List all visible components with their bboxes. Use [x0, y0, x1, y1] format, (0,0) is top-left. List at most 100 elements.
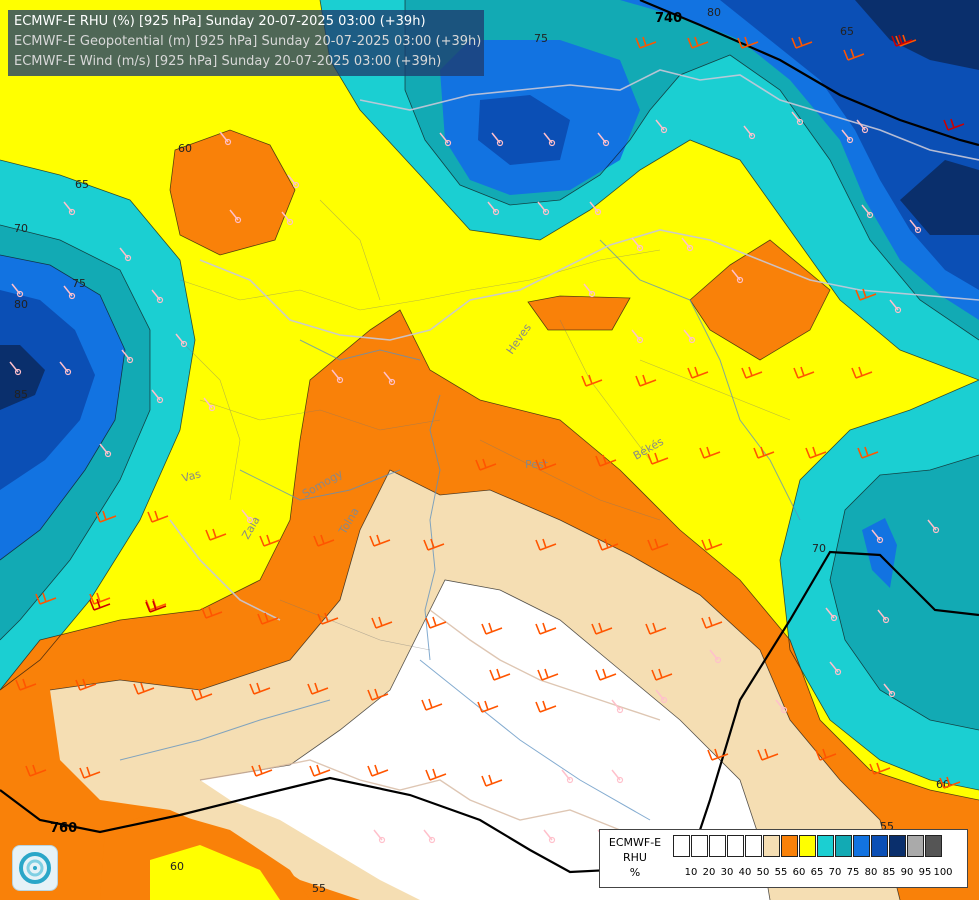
legend-swatch: [835, 835, 852, 857]
wind-barb-station: [14, 368, 22, 376]
wind-barb: [95, 510, 117, 523]
legend-swatch: [799, 835, 816, 857]
wind-barb: [477, 700, 499, 713]
wind-barb-station: [68, 208, 76, 216]
country-borders-south: [199, 609, 681, 841]
wind-barb: [843, 48, 865, 61]
wind-barb: [423, 538, 445, 551]
wind-barb-station: [286, 218, 294, 226]
wind-barb-station: [894, 306, 902, 314]
rhu-contour-label: 70: [812, 542, 826, 555]
legend-label: 55: [774, 867, 788, 878]
wind-barb-station: [882, 616, 890, 624]
wind-barb-station: [548, 139, 556, 147]
rhu-contour-label: 80: [707, 6, 721, 19]
legend-swatch: [763, 835, 780, 857]
wind-barb-station: [224, 138, 232, 146]
wind-barb: [635, 36, 657, 49]
country-borders: [169, 69, 979, 621]
rhu-contour-label: 55: [312, 882, 326, 895]
wind-barb: [475, 458, 497, 471]
wind-barb-station: [748, 132, 756, 140]
wind-barb-station: [834, 668, 842, 676]
wind-barb-station: [156, 396, 164, 404]
wind-barb-station: [888, 690, 896, 698]
wind-barb: [855, 288, 877, 301]
legend-label: 80: [864, 867, 878, 878]
wind-barb: [309, 764, 331, 777]
wind-barb: [635, 374, 657, 387]
wind-barb-station: [234, 216, 242, 224]
legend-label: 90: [900, 867, 914, 878]
wind-barb: [89, 598, 111, 611]
legend-swatch: [889, 835, 906, 857]
wind-barb-station: [688, 336, 696, 344]
wind-barb: [815, 748, 837, 761]
wind-barb: [257, 612, 279, 625]
wind-barb: [537, 668, 559, 681]
wind-barb: [581, 374, 603, 387]
geopotential-label: 740: [655, 11, 682, 26]
wind-barb: [701, 538, 723, 551]
legend-label: 20: [702, 867, 716, 878]
legend-label: 10: [684, 867, 698, 878]
title-wind: ECMWF-E Wind (m/s) [925 hPa] Sunday 20-0…: [14, 54, 442, 69]
wind-barb: [891, 34, 913, 47]
wind-barb-station: [714, 656, 722, 664]
wind-barb-station: [208, 404, 216, 412]
wind-barb: [535, 538, 557, 551]
legend-title-line: RHU: [623, 851, 647, 864]
rhu-contour-label: 65: [840, 25, 854, 38]
rhu-band-90-w: [0, 345, 45, 410]
wind-barb-station: [932, 526, 940, 534]
wind-barb-station: [104, 450, 112, 458]
wind-barb: [147, 510, 169, 523]
legend-label: 65: [810, 867, 824, 878]
legend-title-line: %: [629, 866, 641, 879]
wind-barb-station: [636, 244, 644, 252]
rivers: [119, 239, 801, 821]
legend-title-line: ECMWF-E: [608, 836, 662, 849]
wind-barb: [133, 682, 155, 695]
wind-barb: [869, 762, 891, 775]
wind-barb: [943, 118, 965, 131]
wind-barb-station: [830, 614, 838, 622]
legend-title: ECMWF-E RHU %: [603, 835, 667, 880]
wind-barb-station: [492, 208, 500, 216]
place-label: Vas: [180, 467, 202, 485]
legend-label: 60: [792, 867, 806, 878]
rhu-contour-label: 65: [75, 178, 89, 191]
wind-barb: [939, 776, 961, 789]
legend-swatches: [673, 835, 943, 859]
legend-swatch: [925, 835, 942, 857]
wind-barb-station: [378, 836, 386, 844]
wind-barb: [595, 668, 617, 681]
wind-barb-station: [602, 139, 610, 147]
map-title-box: ECMWF-E RHU (%) [925 hPa] Sunday 20-07-2…: [8, 10, 484, 76]
wind-barb-station: [616, 706, 624, 714]
wind-barb: [687, 366, 709, 379]
title-rhu: ECMWF-E RHU (%) [925 hPa] Sunday 20-07-2…: [14, 14, 426, 29]
legend-label: 100: [933, 867, 953, 878]
wind-barb-station: [914, 226, 922, 234]
wind-barb-station: [156, 296, 164, 304]
wind-barb: [489, 668, 511, 681]
wind-barb: [249, 682, 271, 695]
wind-barb: [421, 698, 443, 711]
wind-barb: [535, 458, 557, 471]
wind-barb: [597, 538, 619, 551]
wind-barb-station: [594, 208, 602, 216]
wind-barb-station: [846, 136, 854, 144]
rhu-band-85-ne2: [720, 0, 979, 290]
geopotential-label-group: 740 760: [50, 11, 682, 836]
wind-barb-station: [861, 126, 869, 134]
geopotential-isobars: [0, 0, 979, 874]
wind-barb-station: [686, 244, 694, 252]
legend-swatch: [691, 835, 708, 857]
wind-barb: [701, 616, 723, 629]
rhu-contour-label: 75: [72, 277, 86, 290]
wind-barb-station: [542, 208, 550, 216]
wind-barb-station: [496, 139, 504, 147]
